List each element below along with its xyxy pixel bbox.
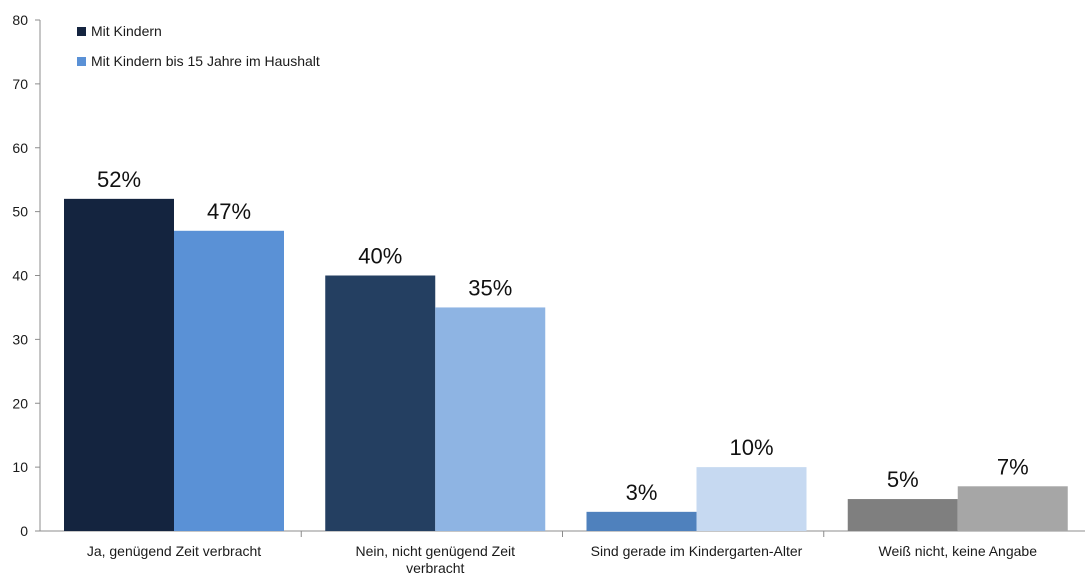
data-label: 52% xyxy=(97,167,141,192)
y-tick-label: 10 xyxy=(12,459,28,475)
bar-2-4 xyxy=(957,486,1068,531)
data-label: 7% xyxy=(997,454,1029,479)
y-tick-label: 30 xyxy=(12,331,28,347)
data-label: 10% xyxy=(729,435,773,460)
legend-swatch xyxy=(77,27,86,36)
y-tick-label: 40 xyxy=(12,268,28,284)
y-tick-label: 20 xyxy=(12,395,28,411)
y-tick-label: 0 xyxy=(20,523,28,539)
data-label: 47% xyxy=(207,199,251,224)
data-label: 3% xyxy=(626,480,658,505)
bar-1-4 xyxy=(847,499,958,531)
bar-2-3 xyxy=(696,467,807,531)
legend-label: Mit Kindern bis 15 Jahre im Haushalt xyxy=(91,53,320,69)
y-tick-label: 80 xyxy=(12,12,28,28)
bar-1-2 xyxy=(325,275,436,531)
x-category-label: Sind gerade im Kindergarten-Alter xyxy=(591,543,803,559)
bar-1-3 xyxy=(586,511,697,531)
x-category-label: Ja, genügend Zeit verbracht xyxy=(87,543,261,559)
legend-swatch xyxy=(77,57,86,66)
bar-2-2 xyxy=(435,307,546,531)
y-tick-label: 60 xyxy=(12,140,28,156)
legend-label: Mit Kindern xyxy=(91,23,162,39)
x-category-label: Weiß nicht, keine Angabe xyxy=(878,543,1037,559)
bar-1-1 xyxy=(64,198,174,531)
y-tick-label: 70 xyxy=(12,76,28,92)
x-category-label: verbracht xyxy=(406,560,464,576)
data-label: 5% xyxy=(887,467,919,492)
bar-2-1 xyxy=(174,230,284,531)
data-label: 35% xyxy=(468,275,512,300)
y-tick-label: 50 xyxy=(12,204,28,220)
data-label: 40% xyxy=(358,244,402,269)
x-category-label: Nein, nicht genügend Zeit xyxy=(355,543,515,559)
